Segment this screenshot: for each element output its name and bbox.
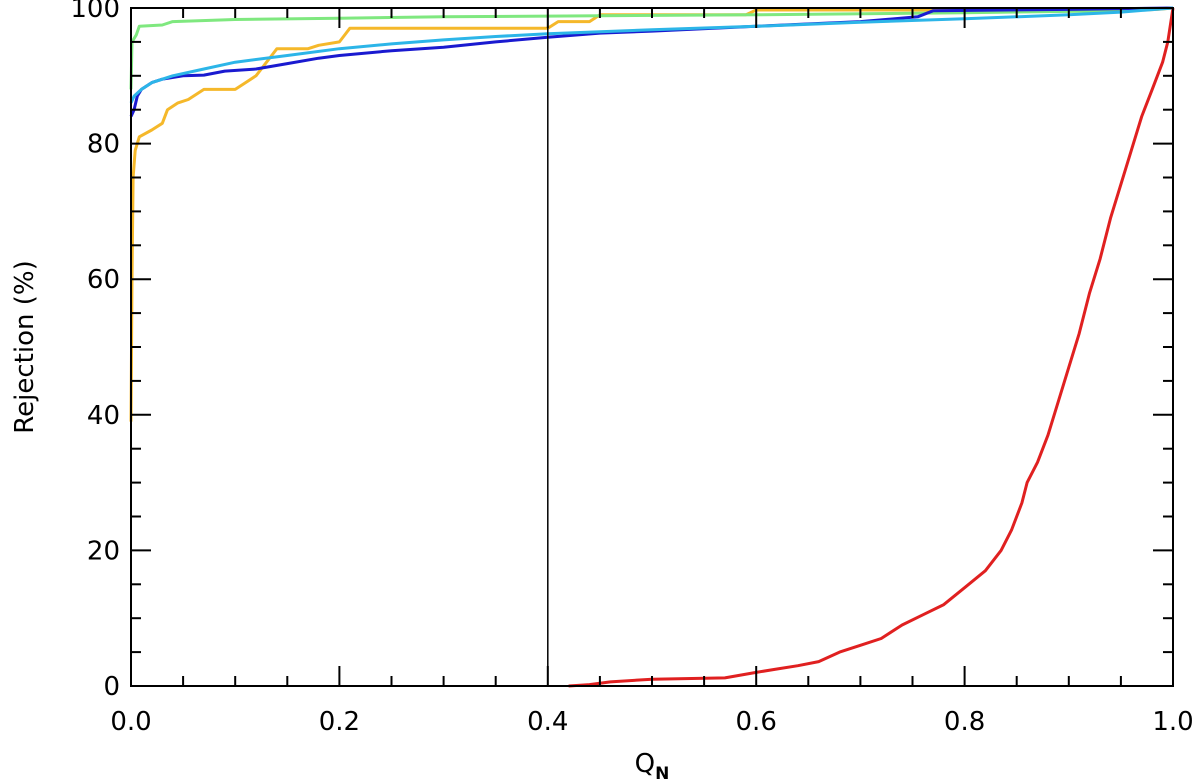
x-tick-label: 0.2 bbox=[319, 707, 360, 737]
y-axis-label: Rejection (%) bbox=[10, 260, 40, 433]
y-tick-label: 60 bbox=[87, 265, 120, 295]
plot-lines bbox=[129, 6, 1175, 688]
x-axis-label-subscript: N bbox=[655, 764, 669, 784]
axis-ticks bbox=[130, 7, 1174, 687]
x-tick-labels: 0.0 0.2 0.4 0.6 0.8 1.0 bbox=[110, 707, 1193, 737]
y-tick-label: 100 bbox=[70, 0, 120, 24]
x-tick-label: 0.4 bbox=[527, 707, 568, 737]
series-line-5 bbox=[568, 7, 1175, 688]
y-tick-label: 20 bbox=[87, 536, 120, 566]
x-tick-label: 0.0 bbox=[110, 707, 151, 737]
y-tick-label: 40 bbox=[87, 401, 120, 431]
x-tick-label: 0.6 bbox=[736, 707, 777, 737]
series-line-1 bbox=[129, 6, 1174, 422]
x-axis-label-main: Q bbox=[635, 749, 655, 779]
y-tick-labels: 0 20 40 60 80 100 bbox=[70, 0, 120, 702]
x-axis-label: QN bbox=[635, 749, 670, 784]
x-tick-label: 0.8 bbox=[944, 707, 985, 737]
plot-frame bbox=[130, 7, 1174, 687]
series-line-3 bbox=[129, 6, 1174, 118]
y-tick-label: 0 bbox=[103, 672, 120, 702]
y-tick-label: 80 bbox=[87, 130, 120, 160]
series-line-4 bbox=[129, 6, 1174, 104]
x-tick-label: 1.0 bbox=[1152, 707, 1193, 737]
